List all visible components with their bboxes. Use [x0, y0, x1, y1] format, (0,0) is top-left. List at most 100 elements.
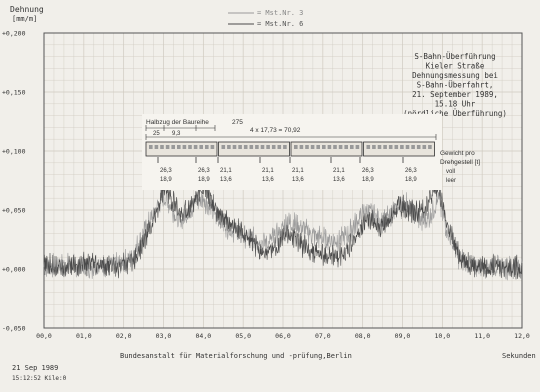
footer-institution: Bundesanstalt für Materialforschung und … [120, 352, 352, 360]
data-series [43, 180, 523, 281]
bogie-weight-full: 26,3 [198, 168, 210, 174]
train-window [232, 145, 237, 149]
x-tick-label: 06,0 [275, 332, 291, 340]
train-window [243, 145, 248, 149]
series-line-2 [43, 180, 523, 280]
train-window [428, 145, 432, 149]
train-window [333, 145, 337, 149]
train-window [350, 145, 354, 149]
x-tick-label: 04,0 [196, 332, 212, 340]
train-dim-b: 9,3 [172, 131, 181, 137]
train-window [400, 145, 404, 149]
train-dim-a: 25 [153, 131, 160, 137]
y-tick-label: -0,050 [2, 325, 26, 333]
train-window [372, 145, 376, 149]
train-label: Halbzug der Baureihe [146, 119, 209, 126]
train-window [316, 145, 320, 149]
train-window [405, 145, 410, 149]
train-window [188, 145, 192, 149]
x-tick-label: 11,0 [474, 332, 490, 340]
bogie-weight-empty: 13,6 [333, 177, 345, 183]
annotation-line: 21. September 1989, [412, 90, 498, 99]
train-diagram: Halbzug der Baureihe 275 25 9,3 4 x 17,7… [142, 114, 480, 190]
train-window [422, 145, 427, 149]
train-window [377, 145, 382, 149]
x-tick-labels: 00,0 01,0 02,0 03,0 04,0 05,0 06,0 07,0 08,0 09,0… [36, 332, 530, 340]
legend-label-2: = Mst.Nr. 6 [257, 20, 303, 28]
train-window [227, 145, 231, 149]
x-tick-label: 08,0 [355, 332, 371, 340]
train-window [182, 145, 187, 149]
legend: = Mst.Nr. 3 = Mst.Nr. 6 [228, 9, 303, 28]
bogie-weight-empty: 18,9 [160, 177, 172, 183]
y-tick-label: +0,100 [2, 148, 26, 156]
train-window [221, 145, 226, 149]
train-window [299, 145, 304, 149]
x-tick-label: 10,0 [435, 332, 451, 340]
bogie-weight-full: 21,1 [262, 168, 274, 174]
x-axis-label: Sekunden [502, 352, 536, 360]
annotation-line: Dehnungsmessung bei [412, 71, 498, 80]
annotation-line: S-Bahn-Überfahrt, [417, 81, 494, 90]
annotation-line: S-Bahn-Überführung [414, 52, 495, 61]
bogie-weight-empty: 18,9 [405, 177, 417, 183]
weight-label-line1: Gewicht pro [440, 150, 475, 157]
train-window [416, 145, 421, 149]
train-length-formula: 4 x 17,73 = 70,92 [250, 127, 301, 134]
train-window [205, 145, 209, 149]
annotation-line: 15.18 Uhr [435, 100, 476, 109]
train-window [394, 145, 399, 149]
train-window [238, 145, 242, 149]
empty-label: leer [446, 178, 456, 184]
train-window [344, 145, 348, 149]
train-window [327, 145, 332, 149]
bogie-weight-empty: 13,6 [220, 177, 232, 183]
train-window [305, 145, 309, 149]
y-tick-label: +0,200 [2, 30, 26, 38]
train-window [255, 145, 259, 149]
annotation-line: (nördliche Überführung) [403, 109, 507, 118]
train-window [210, 145, 215, 149]
x-tick-label: 03,0 [156, 332, 172, 340]
train-window [199, 145, 203, 149]
train-window [249, 145, 254, 149]
x-tick-label: 01,0 [76, 332, 92, 340]
bogie-weight-full: 26,3 [362, 168, 374, 174]
bogie-weight-full: 21,1 [292, 168, 304, 174]
train-window [383, 145, 387, 149]
bogie-weight-empty: 18,9 [198, 177, 210, 183]
train-window [310, 145, 315, 149]
weight-label-line2: Drehgestell [t] [440, 159, 480, 166]
train-window [193, 145, 198, 149]
bogie-weight-full: 21,1 [333, 168, 345, 174]
train-window [277, 145, 282, 149]
y-tick-label: +0,050 [2, 207, 26, 215]
train-window [366, 145, 371, 149]
legend-label-1: = Mst.Nr. 3 [257, 9, 303, 17]
x-tick-label: 00,0 [36, 332, 52, 340]
train-window [171, 145, 175, 149]
train-window [149, 145, 153, 149]
annotation-line: Kieler Straße [426, 62, 485, 71]
x-tick-label: 02,0 [116, 332, 132, 340]
bogie-weight-empty: 13,6 [262, 177, 274, 183]
train-window [322, 145, 326, 149]
bogie-weight-full: 26,3 [405, 168, 417, 174]
x-tick-label: 12,0 [514, 332, 530, 340]
bogie-weight-full: 26,3 [160, 168, 172, 174]
bogie-weight-empty: 18,9 [362, 177, 374, 183]
footer-time-file: 15:12:52 Kile:0 [12, 375, 67, 382]
train-series-number: 275 [232, 119, 243, 126]
y-axis-label: Dehnung [10, 5, 44, 14]
train-window [355, 145, 360, 149]
train-window [266, 145, 270, 149]
x-tick-label: 07,0 [315, 332, 331, 340]
y-tick-label: +0,000 [2, 266, 26, 274]
train-window [260, 145, 265, 149]
full-label: voll [446, 169, 455, 175]
train-window [154, 145, 159, 149]
y-axis-unit: [mm/m] [12, 15, 37, 23]
x-tick-label: 05,0 [235, 332, 251, 340]
